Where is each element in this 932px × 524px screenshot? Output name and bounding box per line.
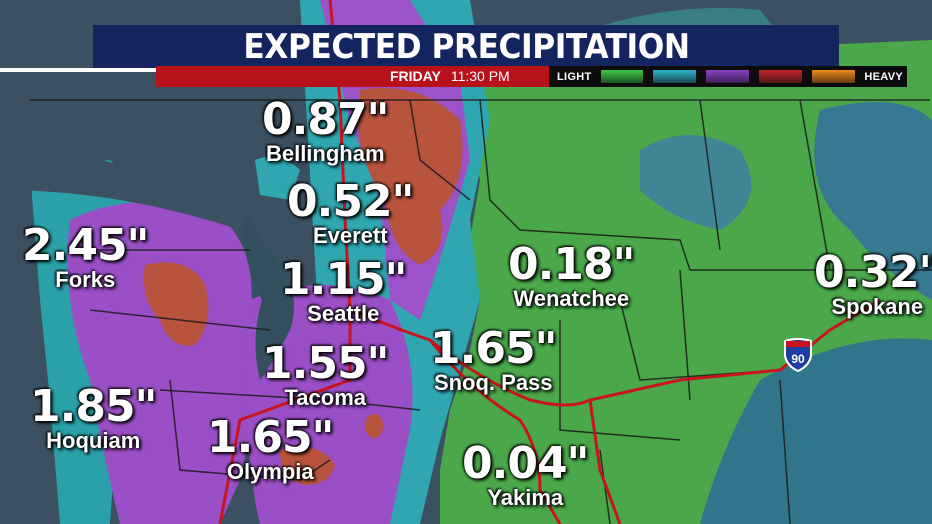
city-name: Olympia <box>226 459 314 484</box>
precip-amount: 2.45" <box>22 220 149 271</box>
city-name: Tacoma <box>284 385 366 410</box>
purple-precip-olympics <box>67 202 254 524</box>
city-name: Everett <box>312 223 388 248</box>
precip-amount: 1.55" <box>262 338 389 389</box>
legend-heavy-label: HEAVY <box>864 70 904 83</box>
precip-amount: 1.65" <box>207 412 334 463</box>
island-land <box>255 156 300 200</box>
city-olympia: 1.65" Olympia <box>207 412 334 484</box>
heavy-precip-spot <box>365 414 383 438</box>
strait-water <box>0 150 250 230</box>
shield-top <box>786 341 810 347</box>
precip-amount: 0.87" <box>262 94 389 145</box>
highways <box>218 0 881 524</box>
title-bar: EXPECTED PRECIPITATION <box>93 25 839 68</box>
valid-clock: 11:30 PM <box>450 68 510 84</box>
city-seattle: 1.15" Seattle <box>280 254 407 326</box>
city-spokane: 0.32" Spokane <box>814 251 932 318</box>
legend-swatch-purple <box>706 70 750 83</box>
blue-patch-east-2 <box>814 102 932 300</box>
heavy-precip-south <box>280 447 335 485</box>
legend-swatch-orange <box>812 70 856 83</box>
legend-light-label: LIGHT <box>557 70 592 83</box>
city-name: Yakima <box>487 485 564 510</box>
valid-time: FRIDAY 11:30 PM <box>390 66 510 87</box>
precip-amount: 0.32" <box>814 247 932 298</box>
county-borders <box>30 99 932 524</box>
city-name: Spokane <box>831 294 924 319</box>
legend-swatch-teal <box>653 70 697 83</box>
city-bellingham: 0.87" Bellingham <box>262 94 389 166</box>
city-name: Snoq. Pass <box>433 370 553 395</box>
precip-amount: 0.04" <box>462 438 589 489</box>
blue-patch-east-3 <box>700 338 932 524</box>
city-name: Bellingham <box>265 141 385 166</box>
interstate-number: 90 <box>791 352 805 366</box>
header-accent-line <box>0 68 156 72</box>
precip-amount: 1.85" <box>30 381 157 432</box>
city-tacoma: 1.55" Tacoma <box>262 338 389 410</box>
precip-amount: 1.15" <box>280 254 407 305</box>
city-snoqualmie-pass: 1.65" Snoq. Pass <box>430 323 557 395</box>
city-name: Seattle <box>307 301 380 326</box>
city-everett: 0.52" Everett <box>287 176 414 248</box>
city-forks: 2.45" Forks <box>22 220 149 292</box>
precip-amount: 0.52" <box>287 176 414 227</box>
valid-day: FRIDAY <box>390 68 441 84</box>
city-name: Hoquiam <box>46 428 141 453</box>
interstate-90-shield: 90 <box>784 338 812 372</box>
intensity-legend: LIGHT HEAVY <box>549 66 907 87</box>
city-wenatchee: 0.18" Wenatchee <box>508 239 635 311</box>
puget-sound-water <box>244 210 294 380</box>
legend-swatch-green <box>600 70 644 83</box>
precip-amount: 0.18" <box>508 239 635 290</box>
precip-amount: 1.65" <box>430 323 557 374</box>
heavy-precip-north-cascades <box>357 88 463 265</box>
legend-swatch-red <box>759 70 803 83</box>
map-title: EXPECTED PRECIPITATION <box>242 26 690 67</box>
city-yakima: 0.04" Yakima <box>462 438 589 510</box>
heavy-precip-olympics <box>144 262 209 346</box>
blue-patch-east-1 <box>640 135 752 230</box>
city-name: Wenatchee <box>513 286 630 311</box>
city-name: Forks <box>55 267 116 292</box>
city-hoquiam: 1.85" Hoquiam <box>30 381 157 453</box>
